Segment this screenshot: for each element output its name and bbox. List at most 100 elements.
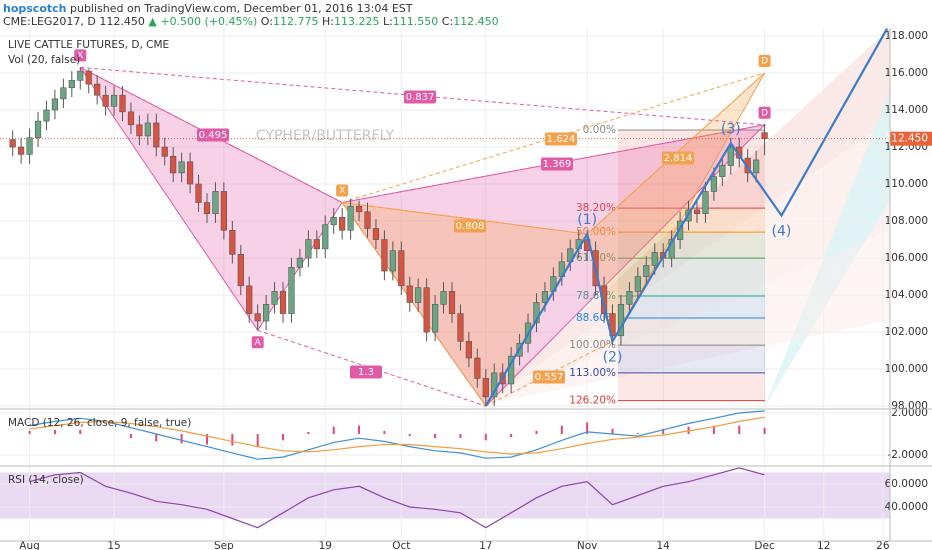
candle-body [702, 191, 709, 214]
last: 112.450 [99, 15, 145, 28]
histogram-bar [256, 434, 259, 447]
candle-body [18, 146, 25, 155]
x-tick-label: Dec [754, 540, 775, 550]
fan-zone [480, 120, 890, 406]
open-label: O: [261, 15, 273, 28]
x-tick-label: Nov [577, 540, 598, 550]
change: ▲ +0.500 (+0.45%) [148, 15, 257, 28]
candle-body [51, 98, 59, 111]
point-label: A [255, 338, 262, 348]
candle-body [415, 287, 422, 303]
pane-title: RSI (14, close) [8, 474, 84, 486]
candle-body [161, 146, 168, 157]
candle-body [364, 211, 371, 229]
candle-body [220, 191, 227, 231]
x-tick-label: 12 [817, 540, 830, 550]
high: 113.225 [334, 15, 380, 28]
candle-body [727, 146, 734, 166]
candle-body [423, 287, 430, 333]
ratio-label: 1.369 [543, 159, 572, 170]
fib-label: 38.20% [576, 202, 616, 214]
candle-body [102, 94, 109, 107]
histogram-bar [79, 429, 82, 435]
pattern-leg [342, 124, 765, 203]
candle-body [68, 80, 75, 89]
plot-layer: CYPHER/BUTTERFLY0.00%38.20%50.00%61.80%7… [0, 28, 932, 550]
x-tick-label: Aug [19, 540, 40, 550]
histogram-bar [231, 434, 234, 446]
point-label: D [761, 56, 768, 66]
candle-body [43, 109, 50, 122]
histogram-bar [408, 434, 411, 437]
candle-body [347, 205, 354, 231]
candle-body [541, 291, 549, 303]
candle-body [110, 94, 118, 107]
y-tick-label: 100.000 [885, 363, 928, 375]
candle-body [9, 139, 16, 148]
y-tick-label: 116.000 [885, 67, 928, 79]
indicator-pane [0, 467, 890, 540]
candle-body [229, 230, 236, 255]
histogram-bar [358, 425, 361, 435]
wave-line [484, 28, 889, 407]
x-tick-label: 17 [479, 540, 492, 550]
candle-body [381, 239, 388, 272]
y-tick-label: 40.0000 [885, 501, 928, 513]
ratio-box [350, 365, 382, 379]
fib-label: 113.00% [569, 367, 616, 379]
pattern-leg [342, 202, 588, 235]
y-tick-label: 102.000 [885, 326, 928, 338]
x-tick-label: 19 [319, 540, 332, 550]
histogram-bar [28, 430, 31, 435]
histogram-bar [738, 425, 741, 435]
close-label: C: [442, 15, 453, 28]
candle-body [431, 304, 439, 333]
point-label-box [251, 336, 264, 349]
quote-line: CME:LEG2017, D 112.450 ▲ +0.500 (+0.45%)… [3, 15, 499, 28]
fib-label: 126.20% [569, 395, 616, 407]
histogram-bar [129, 434, 132, 439]
candle-body [651, 252, 658, 266]
fib-zone [618, 372, 765, 401]
x-tick-label: Sep [214, 540, 234, 550]
low-label: L: [383, 15, 393, 28]
candle-body [457, 313, 464, 342]
chart-title: LIVE CATTLE FUTURES, D, CME [8, 39, 169, 51]
histogram-bar [484, 434, 487, 441]
y-tick-label: -2.0000 [887, 449, 928, 461]
candle-body [609, 313, 616, 337]
y-tick-label: 60.0000 [885, 478, 928, 490]
point-label: D [761, 108, 768, 118]
candle-body [339, 217, 346, 231]
candle-body [440, 291, 447, 305]
candle-body [313, 239, 320, 250]
point-label: X [77, 51, 83, 61]
pane-title: MACD (12, 26, close, 9, false, true) [8, 417, 191, 429]
y-tick-label: 114.000 [885, 104, 928, 116]
histogram-bar [636, 432, 639, 435]
histogram-bar [307, 431, 310, 435]
y-tick-label: 104.000 [885, 289, 928, 301]
candle-body [508, 355, 515, 385]
histogram-bar [662, 428, 665, 435]
ratio-box [197, 128, 229, 142]
candle-body [533, 302, 540, 324]
price-pane: CYPHER/BUTTERFLY0.00%38.20%50.00%61.80%7… [0, 28, 890, 408]
published: published on TradingView.com, December 0… [70, 2, 413, 15]
ratio-label: 0.837 [406, 92, 435, 103]
histogram-bar [282, 434, 285, 441]
fan-zone [480, 28, 890, 406]
x-tick-label: 14 [657, 540, 671, 550]
candle-body [246, 285, 253, 314]
candle-body [719, 165, 726, 177]
chart-subtitle: Vol (20, false) [8, 54, 80, 66]
candle-body [389, 250, 396, 272]
y-tick-label: 2.0000 [891, 407, 928, 419]
point-label: (4) [772, 224, 792, 240]
candle-body [355, 205, 363, 213]
indicator-line [29, 467, 765, 529]
y-tick-label: 118.000 [885, 30, 928, 42]
histogram-bar [560, 425, 563, 435]
candle-body [237, 254, 244, 287]
